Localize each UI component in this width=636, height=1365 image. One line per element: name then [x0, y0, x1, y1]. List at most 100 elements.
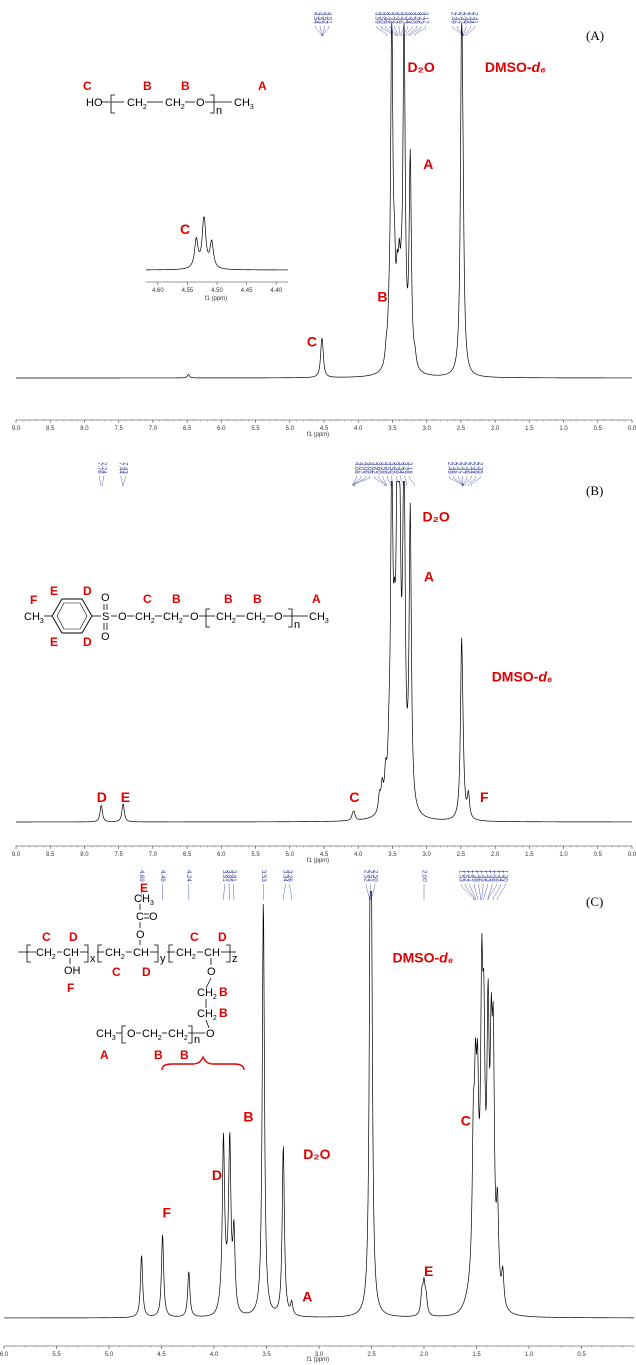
- struct-label: E: [50, 584, 58, 598]
- peak-list-value: 3.81: [230, 870, 236, 882]
- panel-c-peaklist: 4.69 4.49 4.24 3.913.853.81 3.53 3.343.26 2.52…: [138, 870, 508, 900]
- inset-tick-label: 4.55: [182, 288, 194, 294]
- peak-list-value: 1.30: [502, 870, 508, 882]
- x-tick-label: 6.5: [183, 852, 192, 858]
- peak-list-connector: [99, 476, 102, 486]
- x-tick-label: 3.5: [388, 426, 397, 432]
- svg-text:O: O: [196, 97, 205, 109]
- peak-list-value: 4.49: [159, 870, 165, 882]
- x-tick-label: 4.0: [210, 1352, 219, 1358]
- struct-label: E: [50, 635, 58, 649]
- peak-annotation: D₂O: [408, 59, 435, 75]
- x-tick-label: 5.0: [105, 1352, 114, 1358]
- svg-text:OH: OH: [64, 965, 81, 977]
- peak-list-connector: [378, 476, 386, 486]
- struct-label: C: [42, 930, 51, 944]
- svg-text:CH2: CH2: [197, 1008, 217, 1022]
- peak-list-connector: [487, 884, 493, 900]
- peak-list-connector: [404, 476, 408, 486]
- peak-list-value: 3.62: [371, 462, 377, 474]
- peak-list-value: 7.74: [100, 462, 106, 474]
- peak-list-value: 3.91: [221, 870, 227, 882]
- x-tick-label: 0.5: [594, 852, 603, 858]
- svg-text:CH3: CH3: [96, 1028, 116, 1042]
- svg-text:z: z: [232, 953, 238, 965]
- x-tick-label: 4.0: [354, 852, 363, 858]
- x-tick-label: 5.5: [52, 1352, 61, 1358]
- svg-text:CH: CH: [204, 947, 220, 959]
- peak-list-value: 1.43: [484, 870, 490, 882]
- struct-label: A: [100, 1048, 109, 1062]
- peak-list-value: 3.59: [373, 12, 379, 24]
- x-tick-label: 1.0: [559, 426, 568, 432]
- peak-annotation: C: [307, 334, 317, 350]
- x-tick-label: 6.0: [217, 852, 226, 858]
- struct-label: B: [180, 1048, 189, 1062]
- peak-list-connector: [102, 476, 104, 486]
- peak-list-connector: [414, 26, 426, 36]
- peak-list-value: 3.30: [409, 12, 415, 24]
- peak-list-value: 4.05: [366, 462, 372, 474]
- svg-text:CH2: CH2: [176, 947, 196, 961]
- peak-list-connector: [466, 26, 476, 36]
- peak-list-value: 2.46: [463, 462, 469, 474]
- x-tick-label: 2.0: [420, 1352, 429, 1358]
- struct-label: D: [69, 930, 78, 944]
- peak-list-value: 2.47: [455, 462, 461, 474]
- spectrum-trace: [4, 891, 634, 1319]
- peak-annotation: C: [461, 1113, 471, 1129]
- x-tick-label: 2.5: [457, 852, 466, 858]
- peak-list-value: 2.47: [459, 462, 465, 474]
- peak-list-connector: [233, 884, 235, 900]
- x-tick-label: 8.0: [80, 852, 89, 858]
- x-tick-label: 1.0: [525, 1352, 534, 1358]
- struct-label: B: [154, 1048, 163, 1062]
- panel-c: (C) 4.69 4.49 4.24 3.913.853.81 3.53 3.343.26…: [0, 870, 635, 1363]
- struct-label: D: [83, 584, 92, 598]
- peak-annotation: B: [377, 288, 387, 304]
- peak-list-value: 2.49: [449, 12, 455, 24]
- svg-text:CH2: CH2: [135, 611, 155, 625]
- svg-text:CH2: CH2: [127, 97, 147, 111]
- x-tick-label: 9.0: [12, 426, 21, 432]
- panel-a-spectrum: [16, 23, 632, 379]
- svg-text:CH2: CH2: [36, 947, 56, 961]
- peak-list-connector: [470, 476, 481, 486]
- peak-list-connector: [353, 476, 366, 486]
- peak-annotation: DMSO-d₆: [485, 59, 546, 75]
- x-tick-label: 1.0: [559, 852, 568, 858]
- svg-text:O: O: [274, 611, 283, 623]
- peak-list-value: 3.26: [286, 870, 292, 882]
- x-tick-label: 1.5: [472, 1352, 481, 1358]
- x-tick-label: 5.5: [251, 426, 260, 432]
- svg-text:O: O: [118, 611, 127, 623]
- peak-list-connector: [481, 884, 484, 900]
- svg-text:CH2: CH2: [216, 611, 236, 625]
- peak-list-connector: [382, 476, 387, 486]
- peak-list-connector: [409, 476, 415, 486]
- peak-list-connector: [283, 884, 286, 900]
- svg-text:n: n: [294, 619, 300, 631]
- x-tick-label: 0.0: [628, 852, 636, 858]
- x-tick-label: 0.5: [577, 1352, 586, 1358]
- peak-list-connector: [120, 476, 123, 486]
- peak-list-connector: [465, 884, 475, 900]
- x-tick-label: 3.5: [388, 852, 397, 858]
- peak-list-value: 3.50: [388, 462, 394, 474]
- peak-list-value: 2.51: [367, 870, 373, 882]
- peak-list-connector: [463, 26, 467, 36]
- peak-list-value: 3.23: [417, 12, 423, 24]
- struct-label: B: [143, 79, 152, 93]
- peak-annotation: DMSO-d₆: [492, 669, 553, 685]
- x-tick-label: 3.0: [422, 852, 431, 858]
- svg-text:CH2: CH2: [165, 97, 185, 111]
- peak-list-value: 1.51: [466, 870, 472, 882]
- peak-list-value: 4.08: [353, 462, 359, 474]
- structure-graft-copolymer: CH2 CH x OH CH2 CH y O C O CH3: [18, 881, 238, 1062]
- peak-annotation: D: [212, 1167, 222, 1183]
- panel-a-xlabel: f1 (ppm): [307, 432, 329, 438]
- svg-text:CH3: CH3: [134, 893, 154, 907]
- inset-tick-label: 4.60: [152, 288, 164, 294]
- svg-text:CH2: CH2: [168, 1028, 188, 1042]
